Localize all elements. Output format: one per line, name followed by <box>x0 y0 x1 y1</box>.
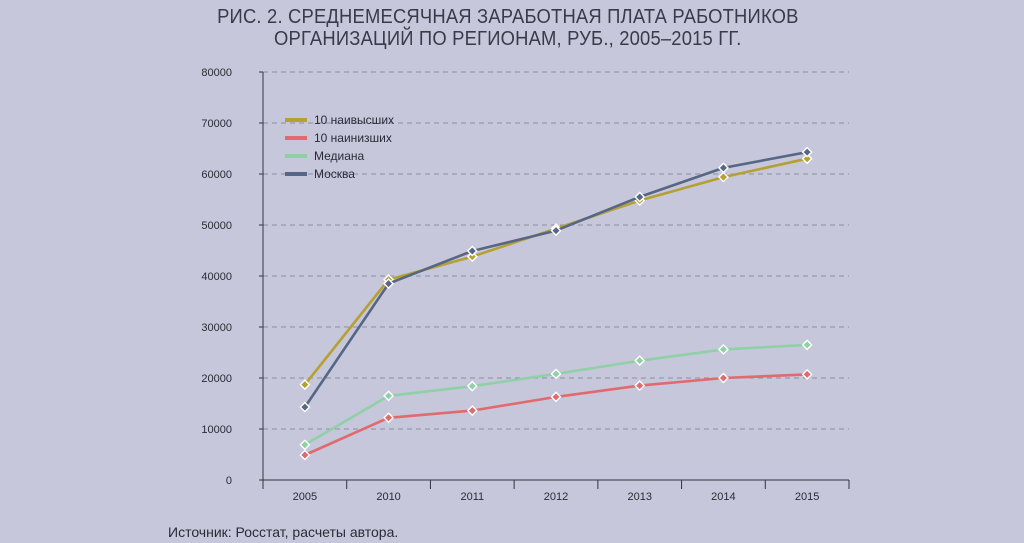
y-tick-label: 50000 <box>201 220 232 232</box>
x-axis-tick-labels: 2005 2010 2011 2012 2013 2014 2015 <box>293 491 820 503</box>
series-line <box>304 373 808 457</box>
y-tick-label: 60000 <box>201 169 232 181</box>
data-point <box>299 449 311 461</box>
x-tick-label: 2011 <box>460 491 484 503</box>
x-tick-label: 2015 <box>795 491 819 503</box>
data-point <box>634 355 646 367</box>
data-point <box>801 153 813 165</box>
data-point <box>550 391 562 403</box>
legend-label: Москва <box>314 167 355 181</box>
data-point <box>717 343 729 355</box>
x-tick-label: 2012 <box>544 491 568 503</box>
y-tick-label: 10000 <box>201 424 232 436</box>
data-point <box>299 401 311 413</box>
data-point <box>717 372 729 384</box>
x-tick-label: 2010 <box>376 491 400 503</box>
data-point <box>634 191 646 203</box>
series-4 <box>299 146 813 413</box>
source-note: Источник: Росстат, расчеты автора. <box>168 524 399 540</box>
data-point <box>801 146 813 158</box>
data-point <box>299 379 311 391</box>
series-3 <box>299 339 813 451</box>
data-point <box>466 251 478 263</box>
data-point <box>466 405 478 417</box>
x-tick-label: 2013 <box>627 491 651 503</box>
data-point <box>634 380 646 392</box>
data-point <box>801 368 813 380</box>
chart-title: РИС. 2. СРЕДНЕМЕСЯЧНАЯ ЗАРАБОТНАЯ ПЛАТА … <box>0 6 1016 50</box>
data-point <box>299 439 311 451</box>
legend-label: Медиана <box>314 149 365 163</box>
y-tick-label: 20000 <box>201 373 232 385</box>
x-tick-label: 2005 <box>293 491 317 503</box>
series-lines <box>299 146 813 461</box>
y-tick-label: 80000 <box>201 67 232 79</box>
data-point <box>717 162 729 174</box>
data-point <box>383 412 395 424</box>
series-line <box>303 157 808 386</box>
data-point <box>717 171 729 183</box>
legend-label: 10 наивысших <box>314 113 394 127</box>
data-point <box>466 245 478 257</box>
chart-title-line-1: РИС. 2. СРЕДНЕМЕСЯЧНАЯ ЗАРАБОТНАЯ ПЛАТА … <box>217 6 799 28</box>
x-tick-label: 2014 <box>711 491 735 503</box>
y-tick-label: 40000 <box>201 271 232 283</box>
data-point <box>550 368 562 380</box>
data-point <box>801 339 813 351</box>
data-point <box>550 225 562 237</box>
legend: 10 наивысших 10 наинизших Медиана Москва <box>285 113 394 181</box>
data-point <box>383 390 395 402</box>
y-tick-label: 0 <box>226 475 232 487</box>
y-tick-label: 70000 <box>201 118 232 130</box>
axes <box>259 71 850 489</box>
series-1 <box>299 153 813 391</box>
series-2 <box>299 368 813 461</box>
y-tick-label: 30000 <box>201 322 232 334</box>
data-point <box>383 278 395 290</box>
legend-label: 10 наинизших <box>314 131 392 145</box>
data-point <box>466 380 478 392</box>
chart-title-line-2: ОРГАНИЗАЦИЙ ПО РЕГИОНАМ, РУБ., 2005–2015… <box>274 28 742 50</box>
y-axis-tick-labels: 0 10000 20000 30000 40000 50000 60000 70000 8000… <box>201 67 232 487</box>
